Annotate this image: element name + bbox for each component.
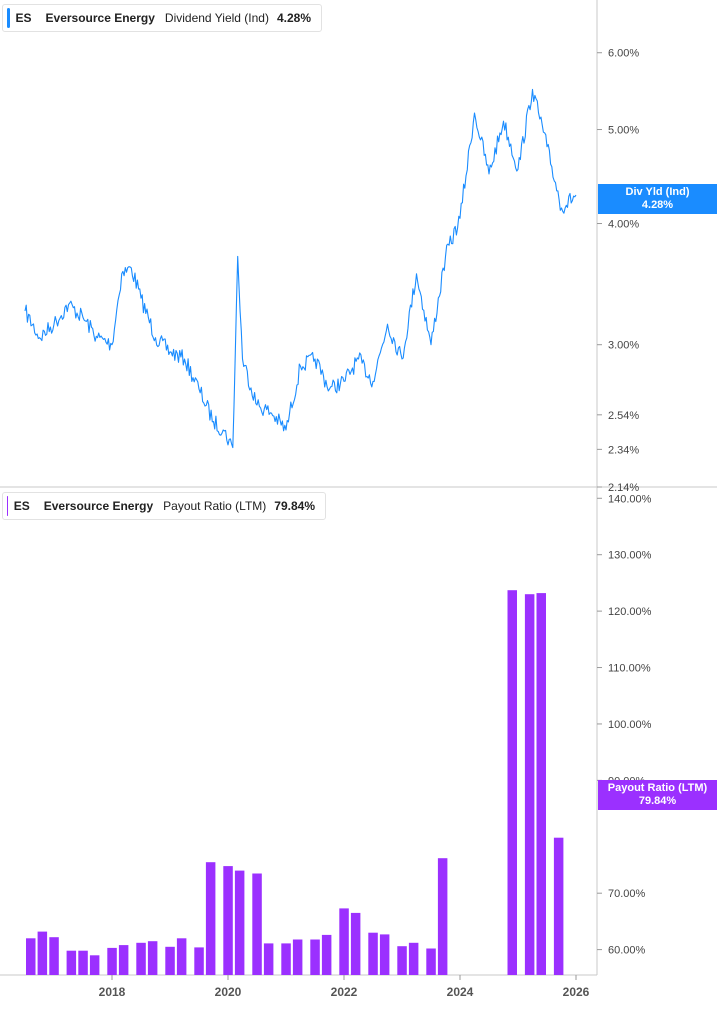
payout-bar: [194, 947, 204, 975]
x-tick-label: 2022: [331, 985, 358, 999]
x-tick-label: 2026: [563, 985, 590, 999]
div-yield-value-tag: Div Yld (Ind) 4.28%: [598, 184, 717, 214]
div-yield-tag-value: 4.28%: [641, 199, 674, 211]
x-tick-label: 2024: [447, 985, 474, 999]
payout-bar: [408, 942, 419, 975]
top-y-tick-label: 5.00%: [608, 125, 639, 137]
top-y-tick-label: 6.00%: [608, 48, 639, 60]
payout-bar: [437, 858, 448, 975]
payout-bar: [147, 941, 158, 975]
payout-bar: [49, 937, 59, 975]
div-yield-tag-label: Div Yld (Ind): [625, 186, 690, 198]
payout-bar: [553, 837, 564, 975]
payout-bar: [136, 942, 146, 975]
payout-bar: [234, 870, 245, 975]
top-y-tick-label: 2.54%: [608, 410, 639, 422]
bottom-y-tick-label: 70.00%: [608, 888, 646, 900]
payout-bar: [78, 950, 88, 975]
payout-bar: [176, 938, 187, 975]
top-legend: ES Eversource Energy Dividend Yield (Ind…: [2, 4, 322, 32]
bottom-legend-company: Eversource Energy: [43, 499, 154, 513]
payout-bar: [89, 955, 100, 975]
payout-bar: [107, 947, 117, 975]
payout-bar: [281, 943, 291, 975]
payout-bar: [26, 938, 36, 975]
bottom-y-tick-label: 140.00%: [608, 493, 652, 505]
payout-bar: [536, 593, 546, 975]
bottom-y-tick-label: 130.00%: [608, 550, 652, 562]
bottom-y-tick-label: 120.00%: [608, 606, 652, 618]
bottom-legend-value: 79.84%: [274, 499, 315, 513]
bottom-legend-ticker: ES: [13, 499, 30, 513]
bottom-legend-metric: Payout Ratio (LTM): [163, 499, 267, 513]
bottom-legend: ES Eversource Energy Payout Ratio (LTM) …: [2, 492, 326, 520]
payout-bar: [350, 912, 361, 975]
payout-bar: [118, 945, 129, 975]
bottom-y-tick-label: 100.00%: [608, 719, 652, 731]
top-legend-value: 4.28%: [276, 11, 311, 25]
payout-bar: [66, 950, 77, 975]
payout-bar: [205, 862, 216, 975]
top-legend-swatch: [7, 8, 10, 28]
div-yield-line: [24, 88, 577, 449]
top-y-tick-label: 3.00%: [608, 340, 639, 352]
payout-bar: [292, 939, 303, 975]
payout-bar: [223, 866, 233, 975]
top-y-tick-label: 2.14%: [608, 482, 639, 494]
bottom-y-tick-label: 60.00%: [608, 945, 646, 957]
payout-bar: [379, 934, 390, 975]
payout-bar: [397, 946, 407, 975]
payout-bar: [165, 946, 175, 975]
payout-bar: [426, 948, 436, 975]
payout-ratio-tag-label: Payout Ratio (LTM): [607, 782, 708, 794]
payout-bar: [507, 590, 517, 975]
payout-bar: [339, 908, 349, 975]
top-y-tick-label: 4.00%: [608, 219, 639, 231]
payout-ratio-value-tag: Payout Ratio (LTM) 79.84%: [598, 780, 717, 810]
top-legend-ticker: ES: [15, 11, 32, 25]
payout-bar: [252, 873, 262, 975]
top-legend-company: Eversource Energy: [45, 11, 155, 25]
payout-bar: [37, 931, 48, 975]
payout-bar: [368, 932, 378, 975]
x-tick-label: 2018: [99, 985, 126, 999]
bottom-legend-swatch: [7, 496, 8, 516]
payout-bar: [524, 594, 535, 975]
top-legend-metric: Dividend Yield (Ind): [164, 11, 269, 25]
payout-bar: [310, 939, 320, 975]
x-tick-label: 2020: [215, 985, 242, 999]
payout-bar: [263, 943, 274, 975]
bottom-y-tick-label: 110.00%: [608, 663, 651, 675]
payout-ratio-tag-value: 79.84%: [638, 795, 677, 807]
payout-bar: [321, 934, 332, 975]
top-y-tick-label: 2.34%: [608, 444, 639, 456]
